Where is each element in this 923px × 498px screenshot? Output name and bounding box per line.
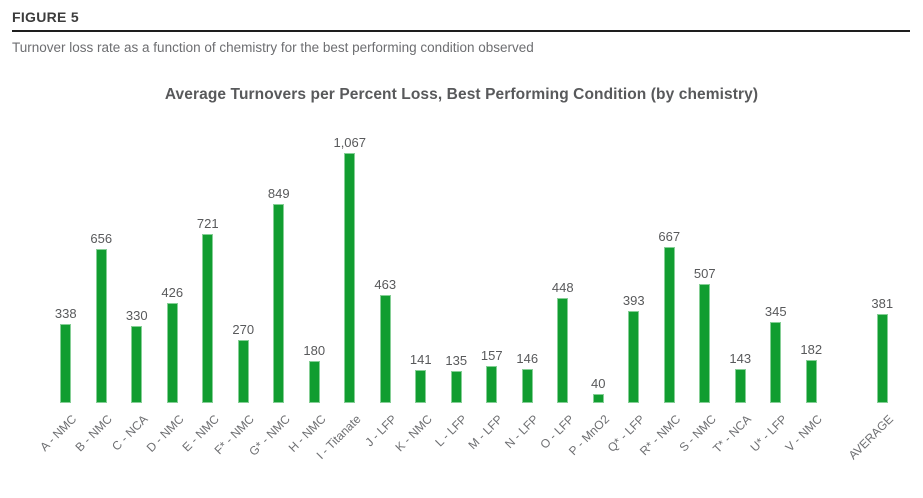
bar	[166, 303, 178, 403]
bar-value-label: 345	[764, 304, 787, 319]
bar-value-label: 667	[658, 229, 681, 244]
bar-group: 338 A - NMC	[38, 118, 84, 454]
bar-value-label: 330	[125, 308, 148, 323]
bar-value-label: 381	[871, 296, 894, 311]
bar-group: 135 L - LFP	[433, 118, 475, 449]
bar	[308, 361, 320, 403]
bar-group: 40 P - MnO2	[566, 118, 617, 458]
bar-group: 345 U* - LFP	[747, 118, 794, 454]
chart-title: Average Turnovers per Percent Loss, Best…	[164, 86, 759, 103]
bar-value-label: 182	[800, 342, 823, 357]
x-axis-label: A - NMC	[37, 412, 80, 454]
bar-value-label: 849	[267, 186, 290, 201]
x-axis-label: K - NMC	[392, 412, 435, 455]
bar-chart: 338 A - NMC 656 B - NMC 330 C - NCA 426 D - NMC…	[38, 118, 901, 462]
x-axis-label: AVERAGE	[845, 412, 897, 463]
bar-gap-spacer	[829, 118, 865, 403]
bar-group: 270 F* - NMC	[212, 118, 262, 457]
bar	[131, 326, 143, 403]
bar	[60, 324, 72, 403]
bar	[592, 394, 604, 403]
bar-group: 463 J - LFP	[362, 118, 404, 449]
x-axis-label: B - NMC	[72, 412, 116, 455]
bar	[628, 311, 640, 403]
bar-value-label: 656	[90, 231, 113, 246]
bar	[95, 249, 107, 403]
bar-value-label: 180	[303, 343, 326, 358]
bar	[202, 234, 214, 403]
bar-value-label: 143	[729, 351, 752, 366]
bar-value-label: 721	[196, 216, 219, 231]
bar-group: 393 Q* - LFP	[605, 118, 652, 455]
bar-group: 330 C - NCA	[109, 118, 155, 453]
bar-group: 182 V - NMC	[783, 118, 830, 454]
bar-value-label: 146	[516, 351, 539, 366]
bar-value-label: 448	[551, 280, 574, 295]
bar	[344, 153, 356, 403]
bar-group: 157 M - LFP	[466, 118, 510, 452]
bar	[699, 284, 711, 403]
bar	[663, 247, 675, 403]
bar-value-label: 338	[54, 306, 77, 321]
x-axis-label: T* - NCA	[710, 412, 755, 456]
bar-group: 656 B - NMC	[73, 118, 120, 454]
bar-group: 667 R* - NMC	[637, 118, 688, 458]
bar-value-label: 463	[374, 277, 397, 292]
bar-group: 141 K - NMC	[392, 118, 439, 454]
bar	[450, 371, 462, 403]
bar-group: 180 H - NMC	[285, 118, 333, 455]
bar	[379, 295, 391, 403]
bar-value-label: 141	[409, 352, 432, 367]
bar-value-label: 426	[161, 285, 184, 300]
x-axis-label: L - LFP	[432, 412, 471, 450]
bar-group: 849 G* - NMC	[246, 118, 297, 459]
x-axis-label: U* - LFP	[747, 412, 790, 455]
bar-group: 143 T* - NCA	[710, 118, 759, 456]
bar	[273, 204, 285, 403]
bar-group: 448 O - LFP	[537, 118, 581, 452]
x-axis-label: D - NMC	[143, 412, 187, 455]
figure-caption: Turnover loss rate as a function of chem…	[12, 40, 534, 55]
bar-value-label: 40	[591, 376, 606, 391]
bar-value-label: 270	[232, 322, 255, 337]
bar	[521, 369, 533, 403]
bar	[486, 366, 498, 403]
bar	[415, 370, 427, 403]
x-axis-label: M - LFP	[465, 412, 506, 453]
bar	[734, 369, 746, 403]
header-rule	[12, 30, 910, 32]
bar	[557, 298, 569, 403]
bar-value-label: 1,067	[333, 135, 367, 150]
bar-group: 381 AVERAGE	[846, 118, 901, 462]
bar-group: 146 N - LFP	[502, 118, 546, 451]
bar	[876, 314, 888, 403]
x-axis-label: N - LFP	[502, 412, 542, 452]
bar-group: 1,067 I - Titanate	[314, 118, 368, 462]
bar	[237, 340, 249, 403]
bar-group: 721 E - NMC	[179, 118, 226, 454]
bar-group: 507 S - NMC	[676, 118, 723, 454]
bar-value-label: 157	[480, 348, 503, 363]
x-axis-label: C - NCA	[109, 412, 151, 454]
bar	[805, 360, 817, 403]
figure-label: FIGURE 5	[12, 9, 79, 25]
bar-value-label: 507	[693, 266, 716, 281]
bar-value-label: 393	[622, 293, 645, 308]
bar-value-label: 135	[445, 353, 468, 368]
x-axis-label: V - NMC	[782, 412, 826, 455]
bar	[770, 322, 782, 403]
bar-group: 426 D - NMC	[143, 118, 191, 455]
